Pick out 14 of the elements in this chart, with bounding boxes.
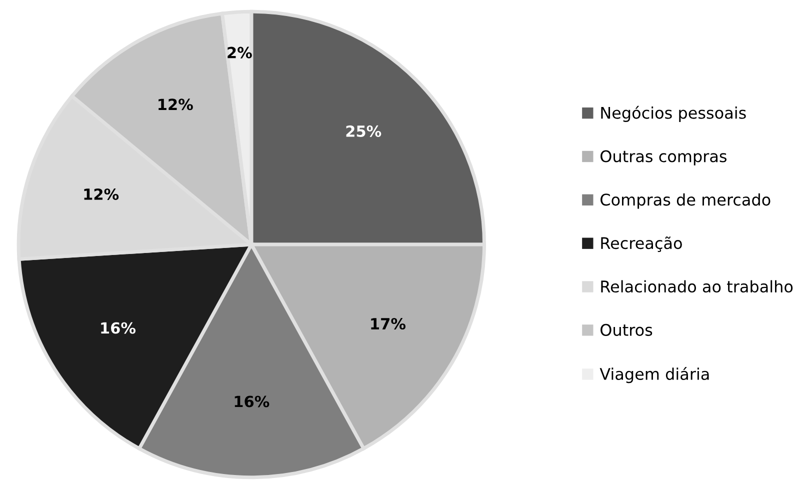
data-label: 17% <box>371 318 406 330</box>
legend-label: Outras compras <box>600 150 726 166</box>
data-label: 16% <box>101 322 136 334</box>
data-label: 12% <box>158 98 193 110</box>
legend-label: Relacionado ao trabalho <box>601 280 793 293</box>
legend-label: Negócios pessoais <box>601 106 746 122</box>
legend-label: Compras de mercado <box>600 193 770 209</box>
data-label: 16% <box>234 396 270 408</box>
legend-label: Viagem diária <box>600 367 709 384</box>
data-label: 2% <box>228 46 252 58</box>
legend-label: Outros <box>600 324 652 336</box>
data-label: 12% <box>84 188 119 200</box>
legend-label: Recreação <box>601 236 682 252</box>
data-label: 25% <box>346 125 382 137</box>
